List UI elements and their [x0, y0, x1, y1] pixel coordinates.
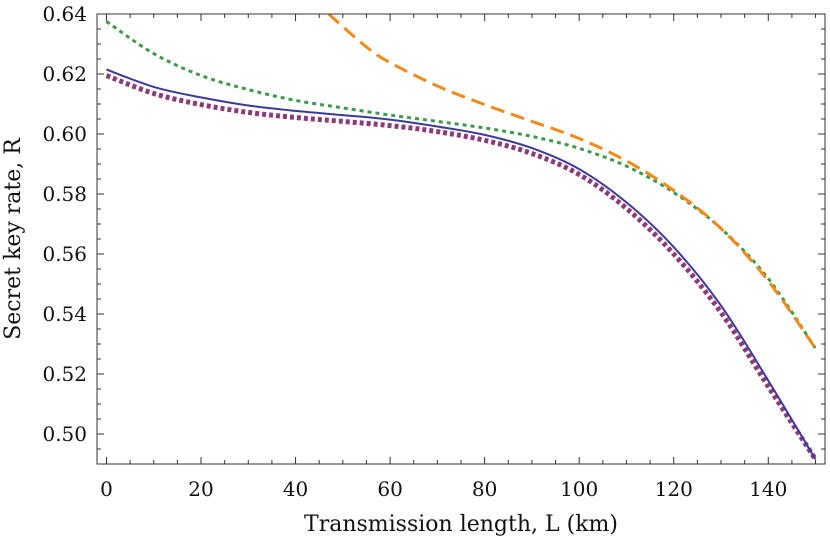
series-line-3	[105, 20, 817, 350]
x-tick-label: 80	[472, 477, 497, 501]
x-tick-label: 100	[560, 477, 598, 501]
series-lines	[105, 14, 818, 461]
x-axis-title: Transmission length, L (km)	[304, 512, 618, 537]
y-tick-label: 0.58	[42, 182, 87, 206]
series-line-1	[106, 68, 817, 461]
x-tick-label: 20	[188, 477, 213, 501]
x-tick-label: 0	[100, 477, 113, 501]
x-tick-label: 40	[283, 477, 308, 501]
y-tick-label: 0.62	[42, 62, 87, 86]
axis-ticks	[97, 13, 825, 465]
plot-frame	[96, 13, 826, 465]
x-tick-label: 60	[377, 477, 402, 501]
y-tick-label: 0.60	[42, 122, 87, 146]
y-tick-label: 0.64	[42, 2, 87, 26]
x-tick-label: 140	[749, 477, 787, 501]
series-line-2	[105, 73, 818, 461]
y-tick-label: 0.50	[42, 422, 87, 446]
y-tick-label: 0.56	[42, 242, 87, 266]
y-tick-label: 0.52	[42, 362, 87, 386]
y-axis-title: Secret key rate, R	[1, 137, 26, 340]
x-tick-label: 120	[655, 477, 693, 501]
tick-labels: 0 20 40 60 80 100 120 140 0.50 0.52 0.54 0.56 0.58 0.…	[42, 2, 787, 501]
y-tick-label: 0.54	[42, 302, 87, 326]
series-line-4	[327, 14, 817, 350]
